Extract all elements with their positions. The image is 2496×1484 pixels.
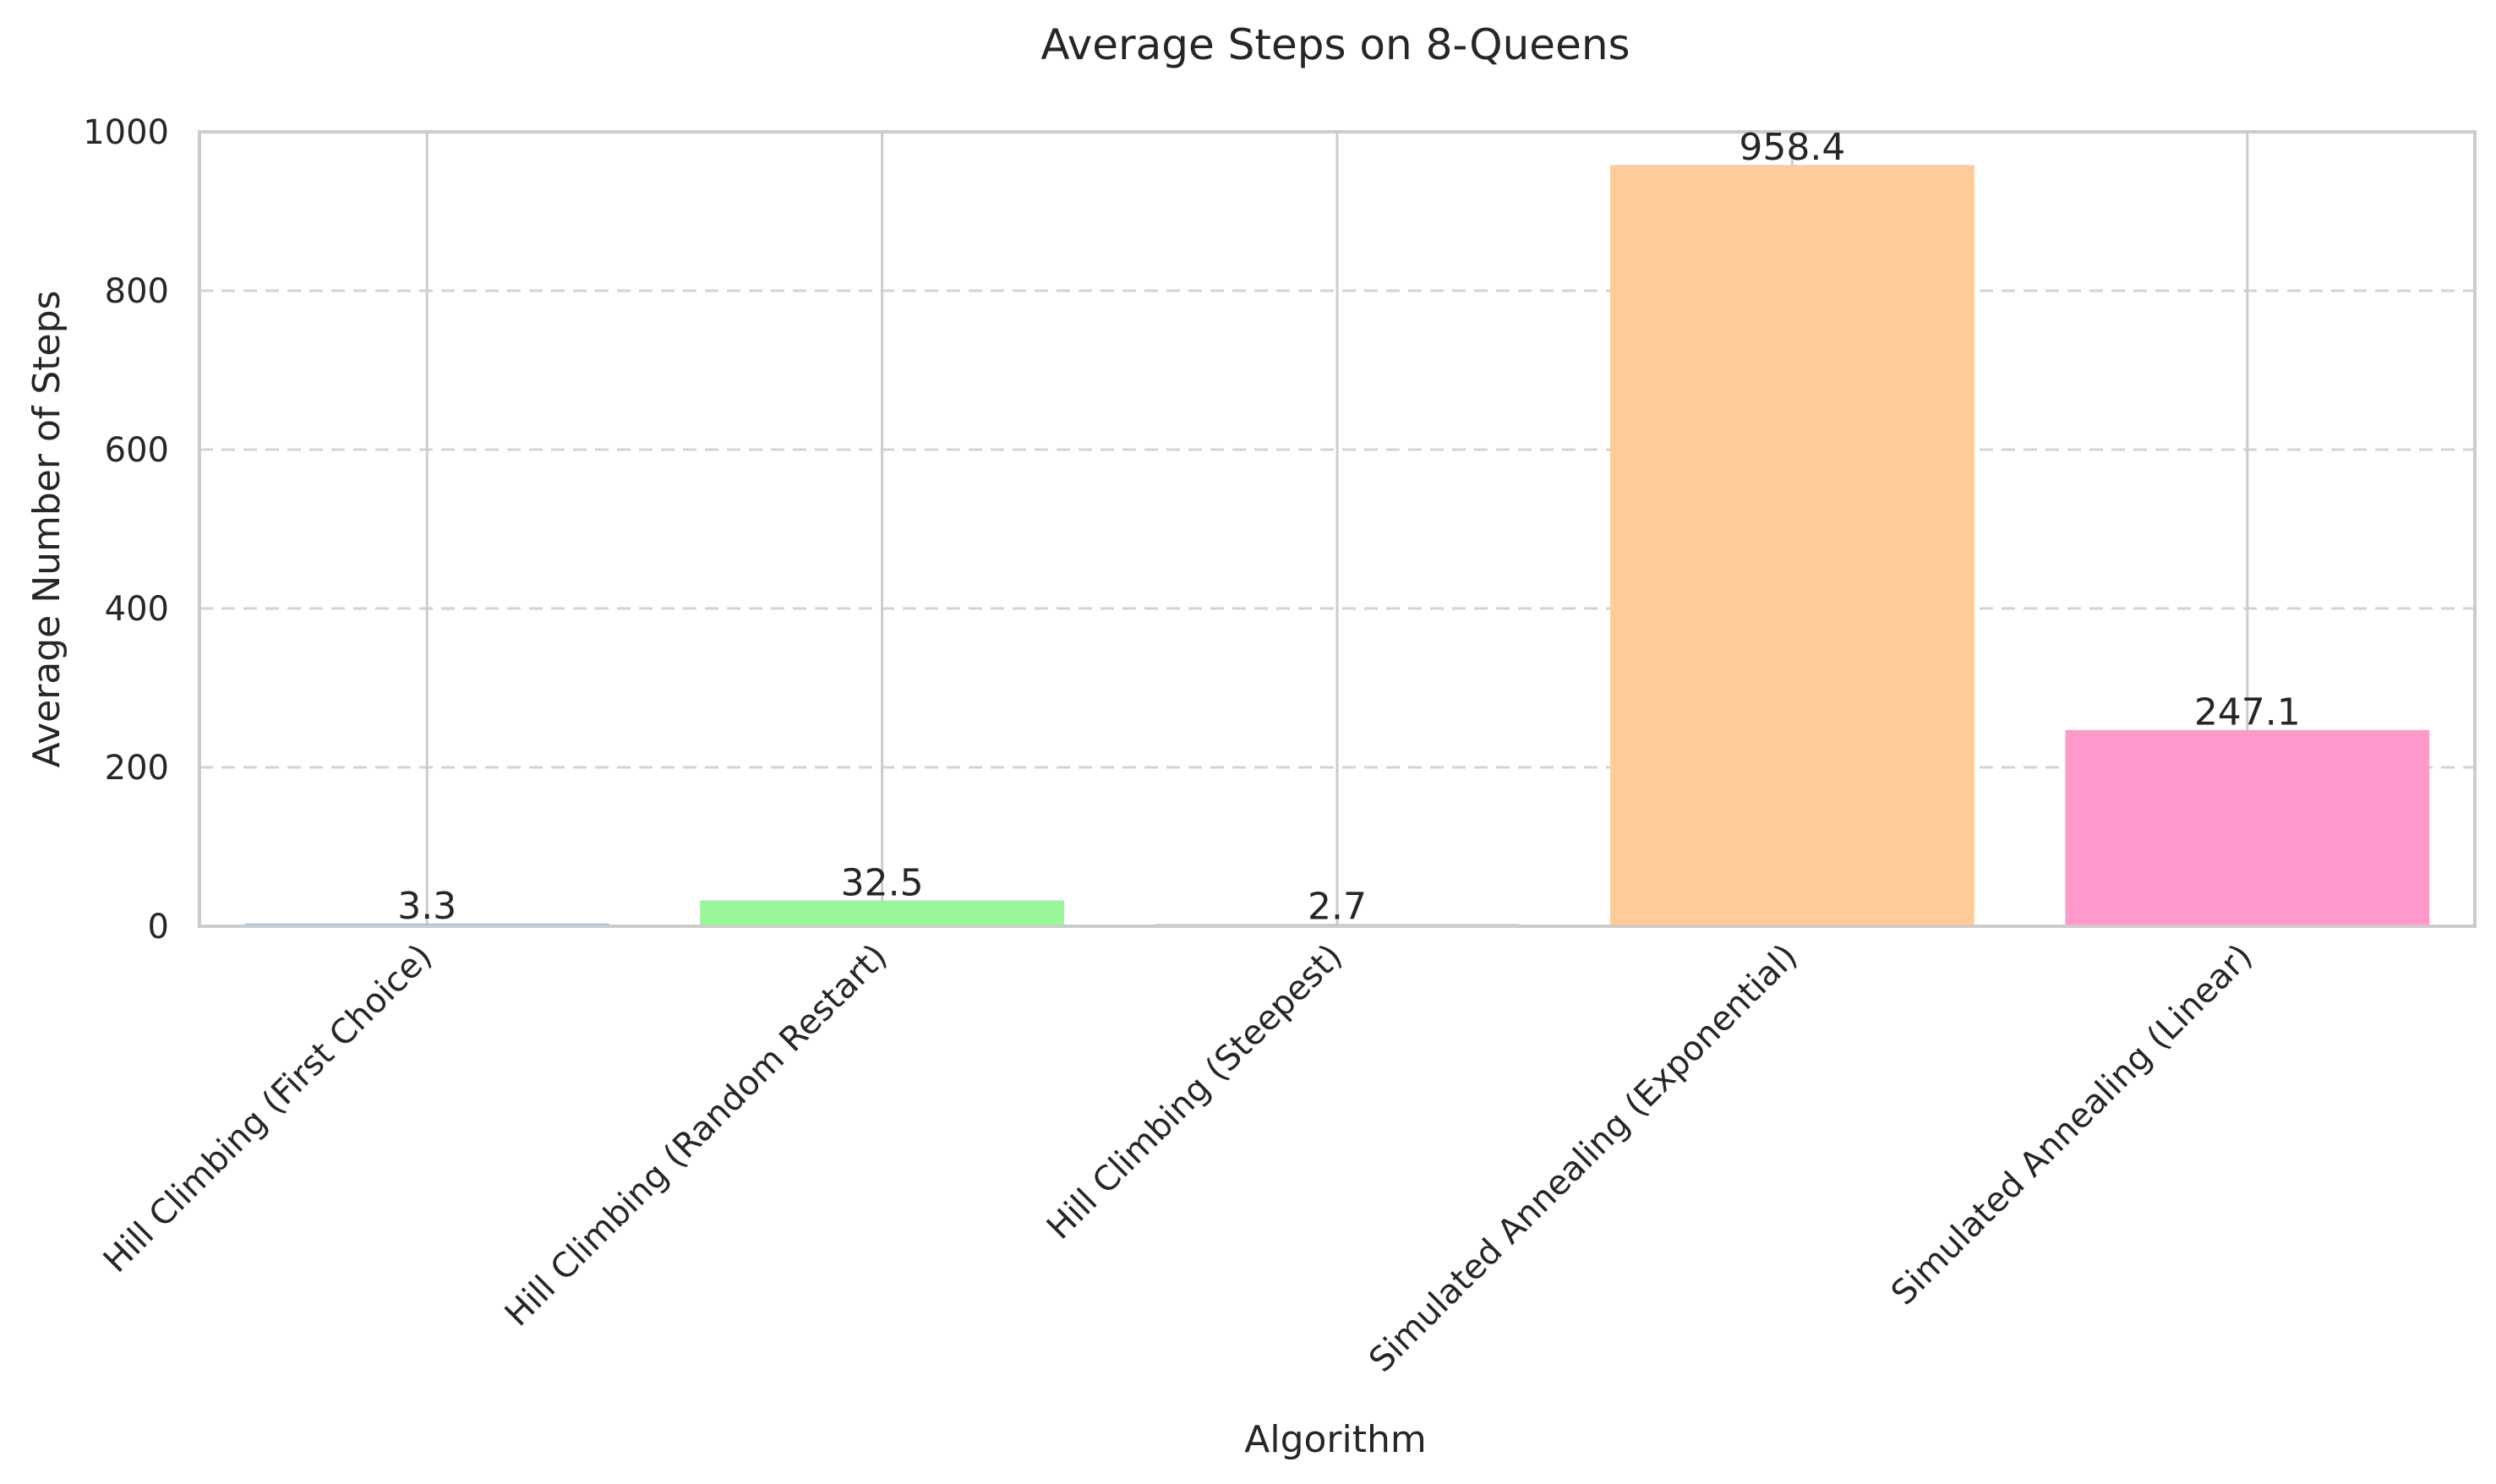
y-tick-label: 600 <box>105 431 169 470</box>
bar-value-label: 2.7 <box>1308 885 1367 928</box>
plot-frame <box>198 130 2477 928</box>
bar <box>1610 165 1974 926</box>
bar-layer <box>244 165 2430 926</box>
y-axis-label: Average Number of Steps <box>25 291 68 768</box>
bar <box>700 900 1064 926</box>
bar-value-label: 247.1 <box>2194 691 2301 734</box>
y-tick-label: 0 <box>148 908 169 947</box>
x-axis-label: Algorithm <box>1244 1418 1427 1461</box>
bar <box>2065 729 2430 926</box>
bar-value-label: 958.4 <box>1739 126 1845 169</box>
y-tick-label: 400 <box>105 590 169 629</box>
y-tick-label: 800 <box>105 272 169 311</box>
bar-value-label: 3.3 <box>397 885 456 928</box>
bar-value-label: 32.5 <box>841 861 924 904</box>
y-tick-label: 200 <box>105 749 169 788</box>
y-tick-label: 1000 <box>83 113 169 152</box>
chart-title: Average Steps on 8-Queens <box>1040 20 1630 69</box>
